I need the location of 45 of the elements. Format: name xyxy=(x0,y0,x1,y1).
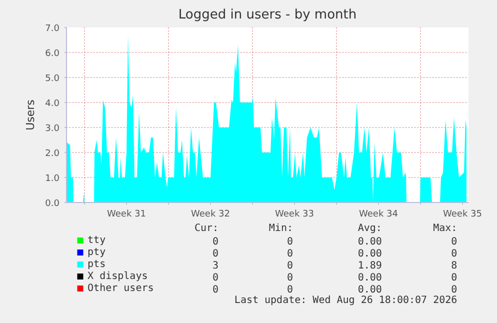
x-tick-label: Week 34 xyxy=(359,210,398,220)
text: 0 xyxy=(212,236,219,248)
legend-label: X displays xyxy=(88,271,148,282)
x-tick-label: Week 35 xyxy=(443,210,482,220)
text: Cur: xyxy=(194,223,219,234)
text: 0 xyxy=(286,236,293,248)
text: 0 xyxy=(286,284,293,296)
text: Avg: xyxy=(358,223,382,234)
text: 0 xyxy=(451,272,458,284)
legend-label: pty xyxy=(88,247,106,258)
y-tick-label: 2.0 xyxy=(45,149,60,159)
text: 0.00 xyxy=(358,272,382,284)
x-tick-label: Week 32 xyxy=(191,210,230,220)
text: 0 xyxy=(451,284,458,296)
legend-label: pts xyxy=(88,259,106,270)
text: 0 xyxy=(286,272,293,284)
text: 1.89 xyxy=(358,260,382,272)
text: 0 xyxy=(451,236,458,248)
text: 0 xyxy=(451,248,458,260)
x-tick-label: Week 31 xyxy=(107,210,146,220)
text: Min: xyxy=(268,223,293,234)
text: 8 xyxy=(451,260,458,272)
y-tick-label: 6.0 xyxy=(45,49,60,59)
text: 0 xyxy=(212,272,219,284)
text: 0.00 xyxy=(358,284,382,296)
text: 0 xyxy=(212,248,219,260)
legend-label: tty xyxy=(88,235,106,246)
legend-label: Other users xyxy=(88,283,154,294)
y-tick-label: 0.0 xyxy=(45,199,60,209)
y-tick-label: 7.0 xyxy=(45,24,60,34)
text: 0 xyxy=(212,284,219,296)
text: 0.00 xyxy=(358,248,382,260)
text: 0 xyxy=(286,260,293,272)
y-tick-label: 3.0 xyxy=(45,124,60,134)
chart-title: Logged in users - by month xyxy=(178,8,357,22)
y-axis-title: Users xyxy=(24,99,38,130)
text: Last update: Wed Aug 26 18:00:07 2026 xyxy=(234,295,458,306)
x-tick-label: Week 33 xyxy=(275,210,314,220)
text: 3 xyxy=(212,260,219,272)
y-tick-label: 1.0 xyxy=(45,174,60,184)
y-tick-label: 4.0 xyxy=(45,99,60,109)
y-tick-label: 5.0 xyxy=(45,74,60,84)
text: Max: xyxy=(433,223,458,234)
text: 0 xyxy=(286,248,293,260)
text: 0.00 xyxy=(358,236,382,248)
